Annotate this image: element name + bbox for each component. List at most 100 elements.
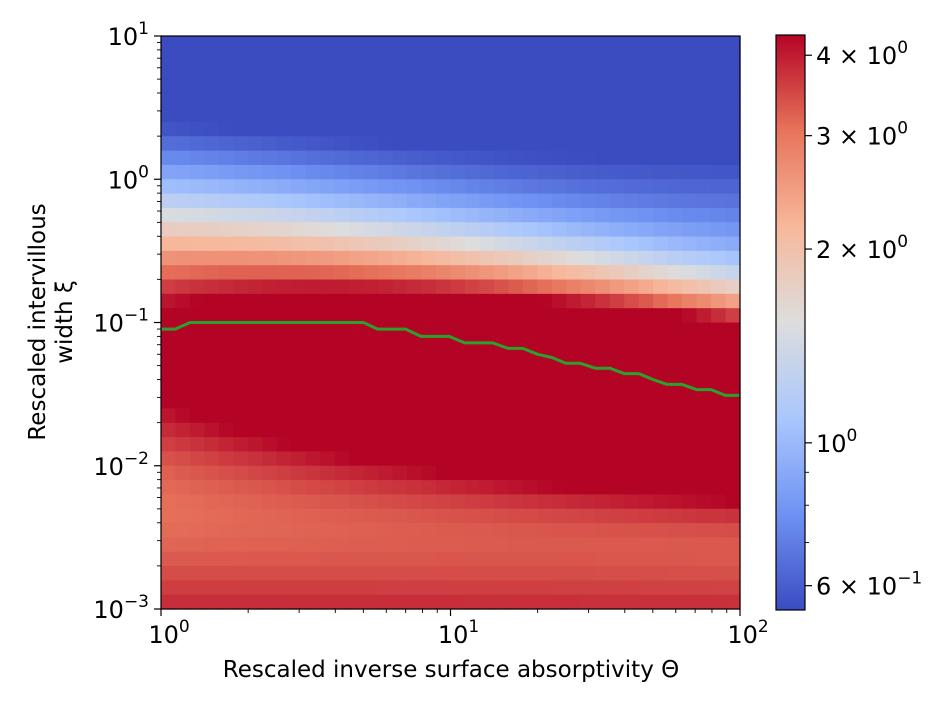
heatmap-cell <box>276 93 292 109</box>
heatmap-cell <box>421 351 437 367</box>
heatmap-cell <box>378 480 394 495</box>
heatmap-cell <box>479 207 495 223</box>
heatmap-cell <box>320 365 336 381</box>
heatmap-cell <box>204 394 220 410</box>
heatmap-cell <box>305 551 321 567</box>
heatmap-cell <box>696 437 712 453</box>
heatmap-cell <box>450 365 466 381</box>
heatmap-cell <box>479 422 495 438</box>
heatmap-cell <box>262 351 278 367</box>
heatmap-cell <box>320 494 336 510</box>
heatmap-cell <box>725 50 741 66</box>
heatmap-cell <box>305 451 321 467</box>
heatmap-cell <box>334 523 350 538</box>
colorbar <box>775 34 806 611</box>
heatmap-cell <box>421 207 437 223</box>
heatmap-cell <box>421 64 437 80</box>
heatmap-cell <box>233 422 249 438</box>
heatmap-cell <box>653 566 669 581</box>
heatmap-cell <box>725 222 741 238</box>
heatmap-cell <box>450 566 466 581</box>
heatmap-cell <box>493 437 509 453</box>
heatmap-cell <box>566 465 582 481</box>
heatmap-cell <box>464 537 481 553</box>
heatmap-cell <box>436 508 452 524</box>
heatmap-cell <box>479 465 495 481</box>
heatmap-cell <box>653 265 669 281</box>
heatmap-cell <box>349 179 365 195</box>
heatmap-cell <box>682 566 698 581</box>
heatmap-cell <box>392 351 408 367</box>
heatmap-cell <box>218 250 234 266</box>
heatmap-cell <box>725 121 741 137</box>
heatmap-cell <box>464 193 481 209</box>
heatmap-cell <box>725 480 741 495</box>
heatmap-cell <box>667 93 683 109</box>
heatmap-cell <box>262 250 278 266</box>
heatmap-cell <box>392 523 408 538</box>
heatmap-cell <box>609 465 625 481</box>
heatmap-cell <box>204 78 220 94</box>
heatmap-cell <box>349 494 365 510</box>
heatmap-cell <box>161 551 177 567</box>
heatmap-cell <box>189 36 206 51</box>
heatmap-cell <box>493 351 509 367</box>
heatmap-cell <box>725 322 741 338</box>
heatmap-cell <box>653 36 669 51</box>
heatmap-cell <box>682 351 698 367</box>
heatmap-cell <box>711 422 727 438</box>
heatmap-cell <box>595 508 611 524</box>
heatmap-cell <box>479 394 495 410</box>
heatmap-cell <box>595 422 611 438</box>
heatmap-cell <box>667 293 683 309</box>
heatmap-cell <box>566 480 582 495</box>
heatmap-cell <box>161 451 177 467</box>
heatmap-cell <box>522 394 538 410</box>
heatmap-cell <box>653 164 669 180</box>
heatmap-cell <box>479 78 495 94</box>
heatmap-cell <box>464 394 481 410</box>
heatmap-cell <box>334 336 350 352</box>
heatmap-cell <box>667 480 683 495</box>
heatmap-cell <box>363 250 379 266</box>
heatmap-cell <box>262 322 278 338</box>
heatmap-cell <box>320 523 336 538</box>
heatmap-cell <box>276 164 292 180</box>
heatmap-cell <box>580 136 596 152</box>
heatmap-cell <box>175 279 191 295</box>
heatmap-cell <box>218 379 234 395</box>
colorbar-tick-label: 4 × 100 <box>816 38 908 70</box>
heatmap-cell <box>711 594 727 610</box>
heatmap-cell <box>334 236 350 252</box>
heatmap-cell <box>638 523 654 538</box>
heatmap-cell <box>551 594 567 610</box>
heatmap-cell <box>682 322 698 338</box>
heatmap-cell <box>378 107 394 123</box>
heatmap-cell <box>551 494 567 510</box>
heatmap-cell <box>711 308 727 324</box>
heatmap-cell <box>667 580 683 596</box>
heatmap-cell <box>291 494 307 510</box>
heatmap-cell <box>508 78 524 94</box>
heatmap-cell <box>436 265 452 281</box>
heatmap-cell <box>305 222 321 238</box>
heatmap-cell <box>522 365 538 381</box>
heatmap-cell <box>667 36 683 51</box>
heatmap-cell <box>522 150 538 166</box>
heatmap-cell <box>407 394 423 410</box>
heatmap-cell <box>551 193 567 209</box>
heatmap-cell <box>696 164 712 180</box>
heatmap-cell <box>407 451 423 467</box>
heatmap-cell <box>421 164 437 180</box>
heatmap-cell <box>363 107 379 123</box>
heatmap-cells <box>161 36 741 610</box>
heatmap-cell <box>421 465 437 481</box>
heatmap-cell <box>522 107 538 123</box>
heatmap-cell <box>363 566 379 581</box>
heatmap-cell <box>436 222 452 238</box>
heatmap-cell <box>378 150 394 166</box>
heatmap-cell <box>479 480 495 495</box>
heatmap-cell <box>725 36 741 51</box>
heatmap-cell <box>595 64 611 80</box>
heatmap-cell <box>175 50 191 66</box>
